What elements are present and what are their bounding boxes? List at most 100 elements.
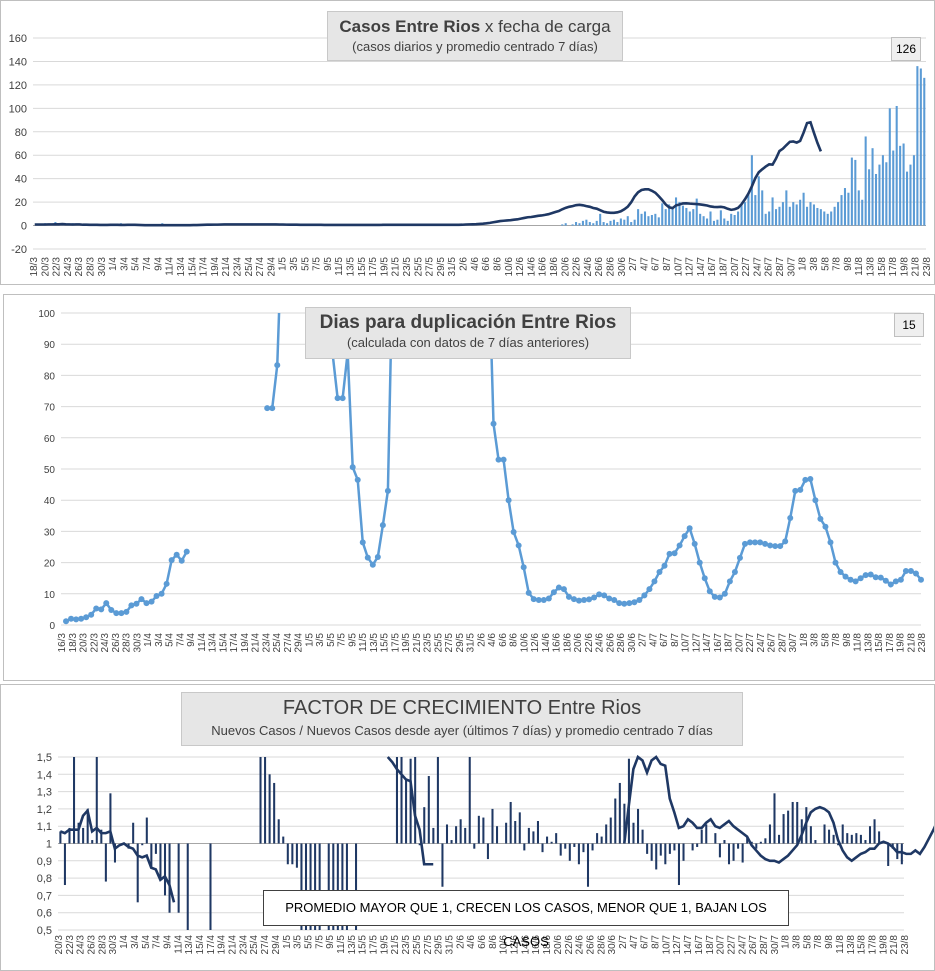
doubling-point: [807, 475, 814, 482]
growth-x-tick-label: 7/8: [813, 935, 824, 949]
growth-bar: [486, 843, 489, 860]
doubling-point: [490, 420, 497, 427]
doubling-x-tick-label: 17/8: [885, 633, 896, 653]
cases-x-tick-label: 25/5: [413, 257, 424, 277]
growth-x-tick-label: 5/5: [303, 935, 314, 949]
cases-bar: [630, 222, 633, 226]
cases-bar: [909, 164, 912, 226]
growth-bar: [691, 843, 694, 851]
doubling-point: [520, 564, 527, 571]
growth-bar: [614, 798, 617, 844]
cases-bar: [874, 173, 878, 226]
cases-x-tick-label: 19/8: [899, 257, 910, 277]
doubling-x-tick-label: 1/5: [304, 633, 315, 647]
growth-bar: [546, 836, 549, 844]
doubling-point: [158, 590, 165, 597]
doubling-point: [671, 550, 678, 557]
doubling-y-tick-label: 70: [44, 403, 56, 414]
cases-x-tick-label: 21/8: [911, 257, 922, 277]
cases-x-tick-label: 16/6: [538, 257, 549, 277]
growth-bar: [295, 843, 298, 868]
doubling-days-title-box: Dias para duplicación Entre Rios (calcul…: [305, 307, 631, 359]
growth-bar: [859, 834, 862, 844]
doubling-x-tick-label: 8/6: [509, 633, 520, 647]
growth-x-tick-label: 20/6: [553, 935, 564, 955]
cases-bar: [678, 202, 681, 226]
doubling-point: [706, 588, 713, 595]
doubling-point: [570, 596, 577, 603]
cases-bar: [861, 199, 864, 226]
cases-bar: [840, 195, 843, 226]
doubling-x-tick-label: 3/4: [154, 633, 165, 647]
cases-x-tick-label: 15/8: [877, 257, 888, 277]
cases-bar: [785, 190, 788, 226]
cases-bar: [581, 220, 584, 226]
growth-y-tick-label: 0,9: [37, 856, 52, 868]
doubling-x-tick-label: 4/7: [648, 633, 659, 647]
growth-bar: [596, 833, 599, 844]
doubling-point: [560, 586, 567, 593]
cases-x-tick-label: 23/5: [402, 257, 413, 277]
doubling-point: [847, 576, 854, 583]
growth-bar: [850, 834, 853, 844]
doubling-x-tick-label: 10/6: [519, 633, 530, 653]
cases-bar: [650, 215, 653, 226]
doubling-point: [907, 568, 914, 575]
doubling-x-tick-label: 25/4: [272, 633, 283, 653]
doubling-point: [525, 589, 532, 596]
cases-bar: [809, 202, 812, 226]
doubling-point: [384, 487, 391, 494]
cases-bar: [664, 209, 667, 226]
doubling-y-tick-label: 60: [44, 434, 56, 445]
doubling-point: [772, 543, 779, 550]
doubling-point: [912, 570, 919, 577]
doubling-y-tick-label: 20: [44, 559, 56, 570]
growth-x-tick-label: 15/5: [358, 935, 369, 955]
growth-bar: [832, 834, 835, 844]
growth-bar: [677, 843, 680, 886]
doubling-x-tick-label: 10/7: [681, 633, 692, 653]
doubling-point: [379, 522, 386, 529]
growth-bar: [445, 824, 449, 844]
growth-bar: [304, 843, 308, 930]
doubling-point: [797, 486, 804, 493]
doubling-x-tick-label: 16/6: [552, 633, 563, 653]
doubling-x-tick-label: 22/7: [745, 633, 756, 653]
cases-x-tick-label: 28/7: [775, 257, 786, 277]
cases-bar: [857, 190, 860, 226]
growth-bar: [468, 757, 471, 844]
cases-x-tick-label: 9/8: [843, 257, 854, 271]
cases-bar: [716, 219, 719, 226]
doubling-point: [133, 600, 140, 607]
growth-bar: [523, 843, 526, 851]
growth-x-tick-label: 17/4: [206, 935, 217, 955]
doubling-x-tick-label: 30/3: [132, 633, 143, 653]
daily-cases-subtitle: (casos diarios y promedio centrado 7 día…: [352, 39, 598, 54]
growth-bar: [682, 843, 685, 861]
growth-bar: [209, 843, 212, 930]
cases-x-tick-label: 9/4: [153, 257, 164, 271]
daily-cases-title: Casos Entre Rios: [339, 17, 481, 36]
growth-x-tick-label: 24/7: [737, 935, 748, 955]
cases-y-tick-label: 140: [9, 56, 27, 68]
growth-bar: [277, 819, 280, 844]
growth-bar: [86, 808, 89, 844]
doubling-x-tick-label: 29/4: [294, 633, 305, 653]
growth-bar: [887, 843, 890, 866]
growth-bar: [104, 843, 107, 882]
growth-x-tick-label: 23/4: [238, 935, 249, 955]
doubling-y-tick-label: 0: [49, 621, 55, 632]
doubling-point: [168, 557, 175, 564]
growth-x-tick-label: 7/5: [314, 935, 325, 949]
doubling-x-tick-label: 23/5: [423, 633, 434, 653]
cases-bar: [661, 203, 664, 226]
doubling-point: [711, 593, 718, 600]
doubling-point: [661, 562, 668, 569]
doubling-point: [500, 456, 507, 463]
cases-x-tick-label: 12/7: [685, 257, 696, 277]
cases-bar: [774, 209, 778, 226]
daily-cases-chart: -20 0 20 40 60 80 100 120 140 160 18/3 20/3 22/3 24/3…: [9, 33, 933, 277]
doubling-point: [731, 568, 738, 575]
growth-bar: [73, 757, 76, 844]
doubling-point: [576, 597, 583, 604]
